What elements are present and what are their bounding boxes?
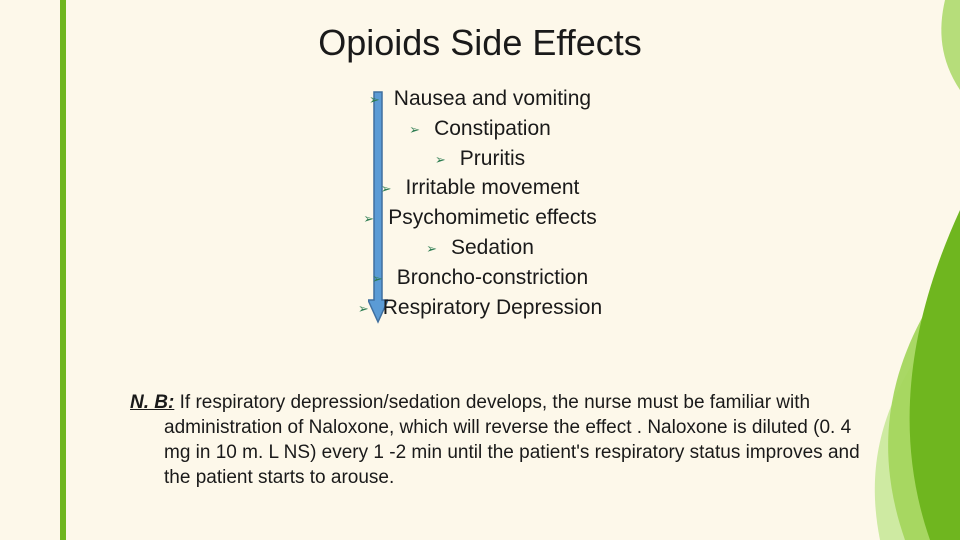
list-item: ➢ Sedation [60,233,900,263]
list-item: ➢ Broncho-constriction [60,263,900,293]
bullet-icon: ➢ [363,210,374,228]
list-item-text: Sedation [451,236,534,259]
effects-list-region: ➢ Nausea and vomiting ➢ Constipation ➢ Prur… [60,84,900,344]
list-item-text: Pruritis [460,147,525,170]
list-item: ➢ Psychomimetic effects [60,203,900,233]
list-item: ➢ Respiratory Depression [60,293,900,323]
list-item-text: Nausea and vomiting [394,87,591,110]
list-item: ➢ Nausea and vomiting [60,84,900,114]
page-title: Opioids Side Effects [60,22,900,64]
list-item-text: Constipation [434,117,551,140]
list-item-text: Respiratory Depression [383,296,602,319]
list-item: ➢ Constipation [60,114,900,144]
list-item-text: Broncho-constriction [397,266,588,289]
list-item: ➢ Irritable movement [60,173,900,203]
bullet-icon: ➢ [426,240,437,258]
effects-list: ➢ Nausea and vomiting ➢ Constipation ➢ Prur… [60,84,900,323]
bullet-icon: ➢ [381,180,392,198]
list-item-text: Psychomimetic effects [388,206,597,229]
list-item-text: Irritable movement [406,176,580,199]
bullet-icon: ➢ [435,151,446,169]
content-area: Opioids Side Effects ➢ Nausea and vomitin… [0,0,960,540]
bullet-icon: ➢ [369,91,380,109]
note-label: N. B: [130,392,174,413]
bullet-icon: ➢ [358,300,369,318]
slide: Opioids Side Effects ➢ Nausea and vomitin… [0,0,960,540]
note-text: If respiratory depression/sedation devel… [164,392,860,488]
note-block: N. B: If respiratory depression/sedation… [130,390,880,490]
list-item: ➢ Pruritis [60,144,900,174]
bullet-icon: ➢ [409,121,420,139]
bullet-icon: ➢ [372,270,383,288]
